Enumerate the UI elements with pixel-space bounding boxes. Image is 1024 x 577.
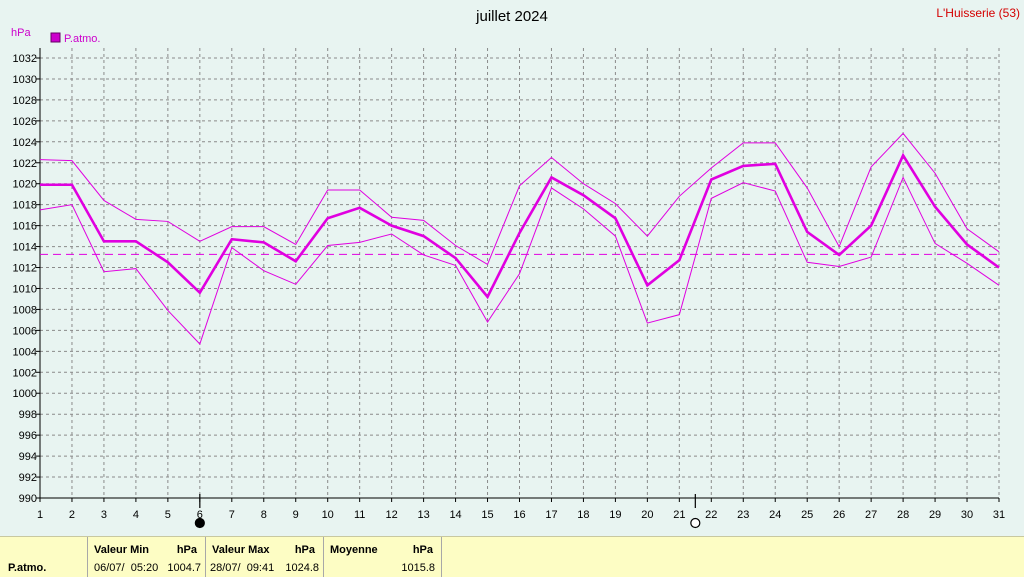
y-tick-label: 1030	[13, 74, 37, 86]
x-tick-label: 6	[197, 509, 203, 521]
x-tick-label: 23	[737, 509, 749, 521]
x-tick-label: 14	[449, 509, 461, 521]
y-tick-label: 1028	[13, 95, 37, 107]
stats-row-label: P.atmo.	[8, 562, 47, 574]
series-line-mean	[40, 152, 1000, 300]
x-tick-label: 19	[609, 509, 621, 521]
x-tick-label: 9	[293, 509, 299, 521]
legend-swatch	[50, 32, 61, 43]
x-tick-label: 29	[929, 509, 941, 521]
series-line-max	[39, 132, 1000, 266]
chart-title: juillet 2024	[475, 8, 548, 25]
x-tick-label: 28	[897, 509, 909, 521]
stats-max-label: Valeur Max	[212, 544, 270, 556]
stats-min-cell: Valeur Min hPa 06/07/ 05:20 1004.7	[88, 537, 206, 577]
y-tick-label: 1024	[13, 137, 37, 149]
y-tick-label: 992	[19, 472, 37, 484]
x-tick-label: 25	[801, 509, 813, 521]
stats-row-label-cell: P.atmo.	[0, 537, 88, 577]
stats-min-when: 06/07/ 05:20	[94, 562, 159, 574]
y-tick-label: 1002	[13, 367, 37, 379]
y-tick-label: 1004	[13, 346, 37, 358]
y-tick-label: 996	[19, 430, 37, 442]
x-tick-label: 2	[69, 509, 75, 521]
y-tick-label: 1000	[13, 388, 37, 400]
series-line-min	[39, 176, 1000, 345]
x-tick-label: 12	[386, 509, 398, 521]
y-tick-label: 994	[19, 451, 37, 463]
y-tick-label: 1022	[13, 158, 37, 170]
y-tick-label: 1016	[13, 221, 37, 233]
x-tick-label: 21	[673, 509, 685, 521]
pressure-chart: juillet 2024 L'Huisserie (53) hPa P.atmo…	[11, 6, 1020, 529]
y-tick-label: 1020	[13, 179, 37, 191]
new-moon-icon	[194, 517, 205, 529]
x-tick-label: 7	[229, 509, 235, 521]
legend-label: P.atmo.	[64, 33, 101, 45]
y-tick-label: 1032	[13, 53, 37, 65]
x-tick-label: 1	[37, 509, 43, 521]
y-axis-unit: hPa	[11, 27, 31, 39]
x-tick-label: 3	[101, 509, 107, 521]
x-tick-label: 30	[961, 509, 973, 521]
stats-max-unit: hPa	[294, 544, 315, 556]
x-tick-label: 18	[577, 509, 589, 521]
stats-min-label: Valeur Min	[94, 544, 150, 556]
x-tick-label: 22	[705, 509, 717, 521]
x-tick-label: 5	[165, 509, 171, 521]
x-tick-label: 17	[545, 509, 557, 521]
stats-max-value: 1024.8	[285, 562, 319, 574]
x-tick-label: 27	[865, 509, 877, 521]
stats-mean-value: 1015.8	[401, 562, 435, 574]
station-name: L'Huisserie (53)	[936, 6, 1020, 20]
plot-area: 9909929949969981000100210041006100810101…	[13, 48, 1005, 529]
y-tick-label: 1014	[13, 242, 37, 254]
x-tick-label: 13	[417, 509, 429, 521]
x-tick-label: 31	[993, 509, 1005, 521]
y-tick-label: 1018	[13, 200, 37, 212]
x-tick-label: 24	[769, 509, 781, 521]
x-tick-label: 4	[133, 509, 139, 521]
x-tick-label: 8	[261, 509, 267, 521]
stats-max-when: 28/07/ 09:41	[210, 562, 275, 574]
y-tick-label: 1006	[13, 325, 37, 337]
x-tick-label: 11	[354, 509, 365, 521]
stats-mean-label: Moyenne	[330, 544, 378, 556]
x-tick-label: 20	[641, 509, 653, 521]
y-tick-label: 1008	[13, 304, 37, 316]
y-tick-label: 1010	[13, 283, 37, 295]
y-tick-label: 990	[19, 493, 37, 505]
x-tick-label: 16	[513, 509, 525, 521]
y-tick-label: 998	[19, 409, 37, 421]
stats-max-cell: Valeur Max hPa 28/07/ 09:41 1024.8	[206, 537, 324, 577]
full-moon-icon	[690, 517, 701, 529]
stats-mean-cell: Moyenne hPa 1015.8	[324, 537, 442, 577]
x-tick-label: 26	[833, 509, 845, 521]
stats-bar: P.atmo. Valeur Min hPa 06/07/ 05:20 1004…	[0, 536, 1024, 577]
x-tick-label: 15	[481, 509, 493, 521]
stats-mean-unit: hPa	[412, 544, 433, 556]
stats-min-unit: hPa	[176, 544, 197, 556]
y-tick-label: 1012	[13, 263, 37, 275]
x-tick-label: 10	[322, 509, 334, 521]
stats-min-value: 1004.7	[167, 562, 201, 574]
y-tick-label: 1026	[13, 116, 37, 128]
